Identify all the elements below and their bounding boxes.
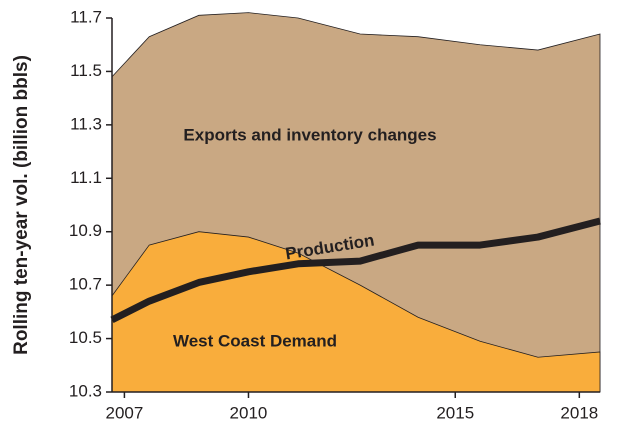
y-tick-label: 10.3 [69, 381, 102, 400]
line [110, 217, 601, 323]
y-tick-label: 11.3 [70, 114, 102, 133]
y-tick-label: 10.7 [69, 275, 102, 294]
x-tick-label: 2010 [230, 403, 268, 422]
y-tick-label: 10.9 [69, 221, 102, 240]
series-label: Exports and inventory changes [183, 125, 436, 144]
x-tick-label: 2015 [436, 403, 474, 422]
series-label: West Coast Demand [173, 331, 337, 350]
x-tick-label: 2007 [105, 403, 143, 422]
y-tick-label: 11.1 [70, 168, 102, 187]
y-tick-label: 11.7 [70, 7, 102, 26]
x-tick-label: 2018 [560, 403, 598, 422]
y-tick-label: 10.5 [69, 328, 102, 347]
y-tick-label: 11.5 [70, 61, 102, 80]
y-axis-label: Rolling ten-year vol. (billion bbls) [11, 55, 32, 355]
